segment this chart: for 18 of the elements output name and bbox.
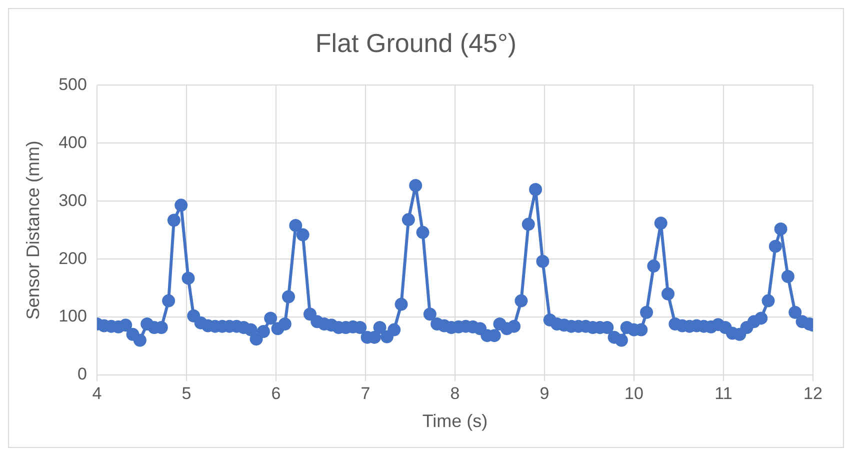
y-tick-label: 400 (58, 132, 87, 152)
x-tick-label: 7 (360, 384, 370, 403)
y-tick-label: 200 (58, 248, 87, 268)
y-tick-label: 0 (77, 364, 87, 384)
chart-title: Flat Ground (45°) (315, 28, 517, 58)
y-axis-title: Sensor Distance (mm) (22, 140, 43, 320)
y-tick-label: 500 (58, 74, 87, 94)
x-tick-label: 12 (804, 384, 822, 403)
y-tick-label: 300 (58, 190, 87, 210)
x-tick-label: 6 (271, 384, 281, 403)
x-tick-label: 10 (624, 384, 644, 403)
y-tick-label: 100 (58, 306, 87, 326)
x-tick-label: 4 (92, 384, 102, 403)
x-axis-title: Time (s) (422, 411, 488, 432)
x-tick-label: 8 (450, 384, 460, 403)
x-tick-label: 9 (540, 384, 550, 403)
x-tick-label: 5 (182, 384, 192, 403)
x-tick-label: 11 (714, 384, 732, 403)
